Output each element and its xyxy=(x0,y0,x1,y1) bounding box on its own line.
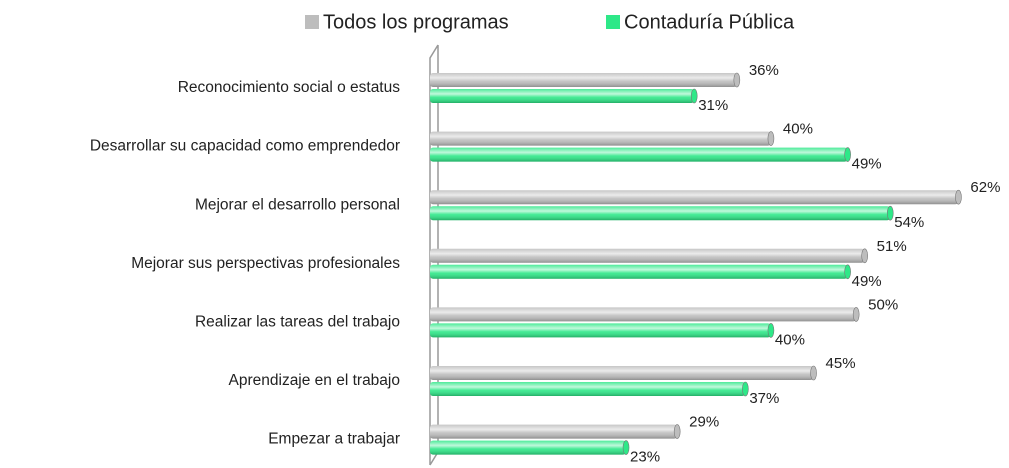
category-label: Reconocimiento social o estatus xyxy=(178,79,401,96)
bar-cap xyxy=(733,72,741,88)
bar-shine xyxy=(430,366,814,380)
bar-cap xyxy=(742,381,749,397)
value-label: 51% xyxy=(877,238,907,255)
bar-cap xyxy=(673,424,681,439)
value-label: 49% xyxy=(852,156,882,173)
legend-swatch xyxy=(305,15,319,29)
category-label: Empezar a trabajar xyxy=(268,431,400,448)
category-label: Mejorar el desarrollo personal xyxy=(195,196,400,213)
value-label: 29% xyxy=(689,414,719,431)
bar-shine xyxy=(430,307,857,322)
bar-shine xyxy=(430,424,678,439)
bar-cap xyxy=(622,440,630,455)
legend-label: Contaduría Pública xyxy=(624,11,795,33)
bar-shine xyxy=(430,248,865,263)
bar-cap xyxy=(767,323,775,338)
bar-shine xyxy=(430,323,771,338)
bar-cap xyxy=(852,307,860,322)
category-label: Realizar las tareas del trabajo xyxy=(195,313,400,330)
category-label: Aprendizaje en el trabajo xyxy=(229,372,400,389)
value-label: 40% xyxy=(775,331,805,348)
bar-shine xyxy=(430,131,771,146)
value-label: 49% xyxy=(852,273,882,290)
bar-shine xyxy=(430,206,891,221)
bar-shine xyxy=(430,147,848,162)
bar-shine xyxy=(430,264,848,279)
bar-shine xyxy=(430,190,959,205)
bar-cap xyxy=(810,365,817,381)
bar-shine xyxy=(430,73,737,87)
bar-cap xyxy=(844,264,851,280)
value-label: 23% xyxy=(630,449,660,466)
bar-cap xyxy=(955,189,962,205)
value-label: 37% xyxy=(749,390,779,407)
bar-cap xyxy=(886,205,894,221)
category-label: Mejorar sus perspectivas profesionales xyxy=(131,255,400,272)
bar-cap xyxy=(844,147,851,162)
value-label: 50% xyxy=(868,296,898,313)
category-label: Desarrollar su capacidad como emprendedo… xyxy=(90,138,400,155)
value-label: 62% xyxy=(970,179,1000,196)
legend-swatch xyxy=(606,15,620,29)
legend-label: Todos los programas xyxy=(323,11,509,33)
value-label: 36% xyxy=(749,62,779,79)
value-label: 40% xyxy=(783,121,813,138)
value-label: 54% xyxy=(894,214,924,231)
bar-shine xyxy=(430,382,746,396)
bar-cap xyxy=(861,248,868,264)
bar-cap xyxy=(767,131,775,146)
value-label: 31% xyxy=(698,97,728,114)
bar-shine xyxy=(430,440,627,455)
bar-cap xyxy=(690,88,698,104)
bar-shine xyxy=(430,89,695,103)
value-label: 45% xyxy=(826,355,856,372)
